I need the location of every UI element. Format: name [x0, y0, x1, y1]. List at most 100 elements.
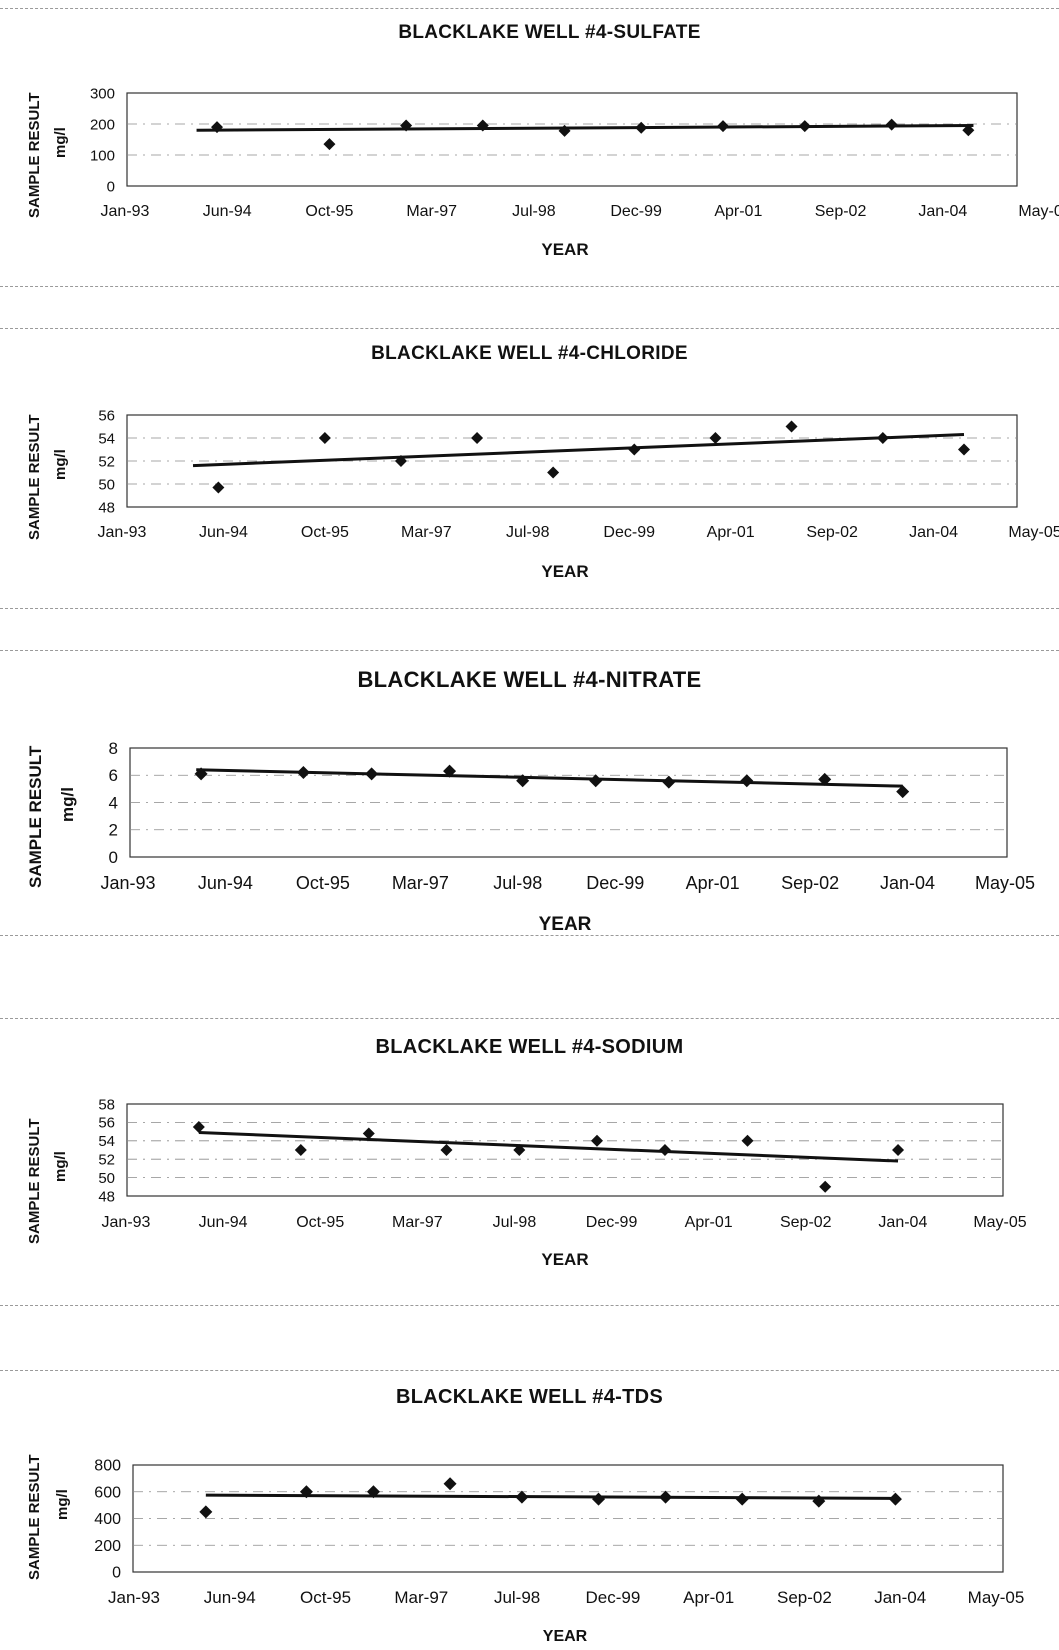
data-point — [785, 420, 798, 433]
data-point — [717, 120, 729, 133]
x-tick-label: Sep-02 — [806, 524, 858, 541]
x-tick-label: Jan-93 — [102, 1214, 151, 1231]
separator-5 — [0, 935, 1059, 936]
x-tick-label: Jun-94 — [199, 524, 248, 541]
data-point — [323, 138, 336, 151]
x-tick-label: May-05 — [1008, 524, 1059, 541]
data-point — [558, 124, 571, 137]
y-tick-label: 0 — [112, 1565, 121, 1582]
x-tick-label: Sep-02 — [781, 873, 839, 893]
chart-plot-chloride: 48 50 52 54 56 Jan-93 Jun-94 Oct-95 Mar-97 Jul-98… — [98, 407, 1059, 541]
data-point — [892, 1144, 905, 1156]
x-tick-label: Mar-97 — [406, 203, 457, 220]
y-tick-label: 58 — [98, 1096, 115, 1113]
y-tick-label: 100 — [90, 147, 115, 164]
x-tick-label: Jun-94 — [204, 1588, 256, 1607]
x-tick-label: Jan-93 — [108, 1588, 160, 1607]
x-tick-label: Jun-94 — [199, 1214, 248, 1231]
trendline — [205, 1493, 896, 1500]
data-point — [819, 1180, 832, 1193]
data-point — [440, 1144, 453, 1156]
data-point — [735, 1492, 749, 1506]
data-point — [590, 1134, 603, 1147]
x-tick-label: Apr-01 — [714, 203, 762, 220]
data-point — [199, 1505, 213, 1519]
data-point — [628, 443, 641, 456]
x-axis-label: YEAR — [541, 562, 589, 581]
x-tick-label: Jan-04 — [878, 1214, 927, 1231]
x-tick-label: Sep-02 — [815, 203, 867, 220]
x-axis-label: YEAR — [542, 1628, 588, 1645]
y-tick-label: 0 — [109, 848, 118, 867]
x-tick-label: Apr-01 — [707, 524, 755, 541]
y-tick-label: 54 — [98, 1133, 115, 1150]
data-point — [366, 1485, 380, 1499]
separator-2 — [0, 328, 1059, 329]
y-tick-label: 52 — [98, 1151, 115, 1168]
data-point — [443, 764, 457, 778]
y-tick-label: 600 — [94, 1484, 121, 1501]
separator-4 — [0, 650, 1059, 651]
chart-plot-nitrate: 0 2 4 6 8 Jan-93 Jun-94 Oct-95 Mar-97 Jul-98 Dec-9… — [100, 739, 1035, 893]
x-tick-label: Oct-95 — [296, 1214, 344, 1231]
y-tick-label: 56 — [98, 407, 115, 424]
x-tick-label: Jul-98 — [494, 1588, 540, 1607]
separator-8 — [0, 1370, 1059, 1371]
y-tick-label: 8 — [109, 739, 118, 758]
trendline — [196, 124, 974, 132]
x-tick-label: Oct-95 — [300, 1588, 351, 1607]
y-tick-label: 50 — [98, 1170, 115, 1187]
chart-title: BLACKLAKE WELL #4-CHLORIDE — [371, 343, 688, 364]
x-tick-label: Jan-04 — [874, 1588, 926, 1607]
x-tick-label: May-05 — [973, 1214, 1026, 1231]
chart-title: BLACKLAKE WELL #4-NITRATE — [357, 667, 702, 692]
x-tick-label: Oct-95 — [301, 524, 349, 541]
data-point — [957, 443, 970, 456]
x-tick-label: Jul-98 — [493, 873, 542, 893]
data-point — [443, 1477, 457, 1491]
data-point — [515, 1490, 529, 1504]
y-tick-label: 4 — [109, 793, 118, 812]
data-point — [513, 1144, 526, 1156]
data-point — [885, 118, 898, 131]
data-point — [741, 1134, 754, 1147]
x-tick-label: Oct-95 — [296, 873, 350, 893]
data-point — [296, 766, 310, 780]
data-point — [658, 1144, 671, 1156]
separator-3 — [0, 608, 1059, 609]
data-point — [589, 774, 603, 788]
data-point — [194, 767, 208, 781]
x-tick-label: Sep-02 — [780, 1214, 832, 1231]
x-tick-label: Jul-98 — [512, 203, 556, 220]
y-tick-label: 48 — [98, 499, 115, 516]
data-point — [362, 1127, 375, 1140]
x-tick-label: Jan-93 — [98, 524, 147, 541]
y-tick-label: 200 — [90, 116, 115, 133]
x-tick-label: Jan-04 — [918, 203, 967, 220]
data-point — [547, 466, 560, 479]
y-tick-label: 56 — [98, 1115, 115, 1132]
y-tick-label: 300 — [90, 85, 115, 102]
y-tick-label: 2 — [109, 821, 118, 840]
y-tick-label: 54 — [98, 430, 115, 447]
x-tick-label: Dec-99 — [610, 203, 662, 220]
x-tick-label: Jan-04 — [909, 524, 958, 541]
data-point — [740, 774, 754, 788]
plot-frame — [126, 1103, 1004, 1197]
x-tick-label: Sep-02 — [777, 1588, 832, 1607]
x-tick-label: May-05 — [1018, 203, 1059, 220]
data-point — [211, 121, 223, 134]
data-point — [818, 772, 832, 786]
trendline — [192, 433, 965, 468]
x-tick-label: Jan-04 — [880, 873, 935, 893]
x-axis-label: YEAR — [541, 1250, 589, 1269]
x-tick-label: May-05 — [968, 1588, 1025, 1607]
y-tick-label: 6 — [109, 766, 118, 785]
chart-plot-sulfate: 0 100 200 300 Jan-93 Jun-94 Oct-95 Mar-97 Jul-98… — [90, 85, 1059, 220]
data-point — [896, 785, 910, 799]
x-tick-label: Dec-99 — [586, 873, 644, 893]
x-tick-label: Apr-01 — [686, 873, 740, 893]
x-tick-label: Jan-93 — [100, 873, 155, 893]
x-tick-label: Dec-99 — [603, 524, 655, 541]
